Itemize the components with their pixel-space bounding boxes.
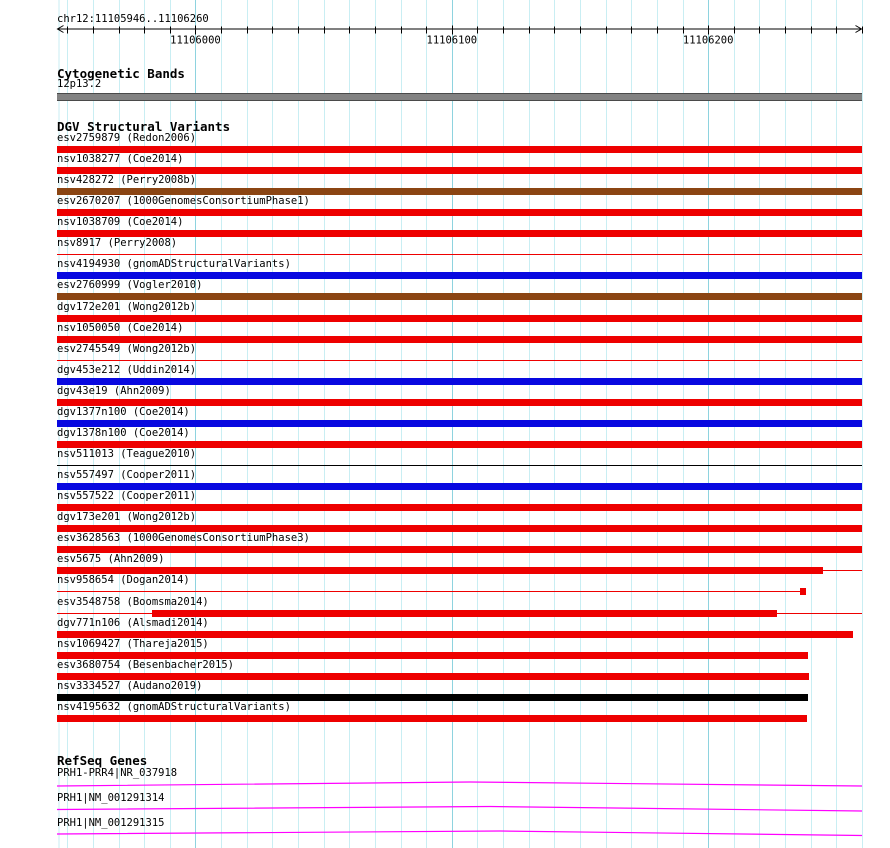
variant-bar[interactable] [57, 652, 808, 659]
ruler-tick-label: 11106100 [427, 35, 478, 47]
variant-bar[interactable] [57, 546, 862, 553]
variant-bar[interactable] [57, 441, 862, 448]
variant-bar[interactable] [57, 209, 862, 216]
track-header-cytogenetic-bands: Cytogenetic Bands [57, 66, 185, 81]
variant-bar[interactable] [57, 230, 862, 237]
variant-bar[interactable] [57, 399, 862, 406]
variant-bar[interactable] [57, 483, 862, 490]
variant-bar[interactable] [57, 253, 862, 255]
variant-bar[interactable] [57, 590, 800, 592]
gene-line[interactable] [56, 830, 863, 837]
variant-label[interactable]: nsv428272 (Perry2008b) [57, 174, 197, 186]
variant-bar[interactable] [57, 715, 807, 722]
variant-bar[interactable] [57, 188, 862, 195]
variant-bar[interactable] [57, 673, 809, 680]
gene-line[interactable] [56, 805, 863, 812]
ruler-tick-label: 11106200 [683, 35, 734, 47]
variant-bar[interactable] [57, 359, 862, 361]
ruler[interactable]: 11106000 11106100 11106200 [0, 0, 890, 60]
variant-bar[interactable] [57, 272, 862, 279]
variant-bar[interactable] [57, 146, 862, 153]
variant-label[interactable]: esv5675 (Ahn2009) [57, 553, 165, 565]
gene-label[interactable]: PRH1|NM_001291314 [57, 792, 165, 804]
variant-label[interactable]: dgv771n106 (Alsmadi2014) [57, 617, 209, 629]
variant-bar[interactable] [57, 525, 862, 532]
variant-label[interactable]: nsv8917 (Perry2008) [57, 237, 178, 249]
track-header-refseq-genes: RefSeq Genes [57, 753, 148, 768]
variant-bar[interactable] [823, 569, 862, 571]
variant-label[interactable]: dgv43e19 (Ahn2009) [57, 385, 171, 397]
variant-label[interactable]: esv3548758 (Boomsma2014) [57, 596, 209, 608]
variant-label[interactable]: esv2745549 (Wong2012b) [57, 343, 197, 355]
variant-label[interactable]: nsv511013 (Teague2010) [57, 448, 197, 460]
variant-label[interactable]: nsv557497 (Cooper2011) [57, 469, 197, 481]
variant-bar[interactable] [57, 504, 862, 511]
variant-label[interactable]: nsv1038709 (Coe2014) [57, 216, 184, 228]
variant-label[interactable]: esv2759879 (Redon2006) [57, 132, 197, 144]
variant-label[interactable]: nsv4194930 (gnomADStructuralVariants) [57, 258, 291, 270]
variant-label[interactable]: dgv453e212 (Uddin2014) [57, 364, 197, 376]
variant-bar[interactable] [57, 567, 823, 574]
variant-bar[interactable] [57, 378, 862, 385]
variant-label[interactable]: dgv1378n100 (Coe2014) [57, 427, 190, 439]
variant-bar[interactable] [57, 420, 862, 427]
variant-bar[interactable] [57, 694, 808, 701]
variant-label[interactable]: nsv557522 (Cooper2011) [57, 490, 197, 502]
variant-label[interactable]: nsv1038277 (Coe2014) [57, 153, 184, 165]
variant-label[interactable]: esv2670207 (1000GenomesConsortiumPhase1) [57, 195, 310, 207]
ruler-tick-label: 11106000 [170, 35, 221, 47]
variant-label[interactable]: dgv173e201 (Wong2012b) [57, 511, 197, 523]
variant-bar[interactable] [777, 612, 862, 614]
gene-line[interactable] [56, 781, 863, 787]
variant-label[interactable]: esv2760999 (Vogler2010) [57, 279, 203, 291]
variant-label[interactable]: esv3628563 (1000GenomesConsortiumPhase3) [57, 532, 310, 544]
variant-label[interactable]: esv3680754 (Besenbacher2015) [57, 659, 235, 671]
variant-bar[interactable] [57, 315, 862, 322]
variant-bar[interactable] [57, 464, 862, 466]
cytoband-label: 12p13.2 [57, 78, 102, 90]
gene-label[interactable]: PRH1|NM_001291315 [57, 817, 165, 829]
variant-bar[interactable] [57, 167, 862, 174]
gene-label[interactable]: PRH1-PRR4|NR_037918 [57, 767, 178, 779]
variant-label[interactable]: nsv958654 (Dogan2014) [57, 574, 190, 586]
variant-label[interactable]: nsv1050050 (Coe2014) [57, 322, 184, 334]
variant-bar[interactable] [57, 612, 152, 614]
variant-bar[interactable] [57, 631, 853, 638]
cytoband-bar[interactable] [57, 93, 862, 101]
variant-bar[interactable] [152, 610, 777, 617]
track-header-dgv-structural-variants: DGV Structural Variants [57, 119, 231, 134]
variant-label[interactable]: nsv3334527 (Audano2019) [57, 680, 203, 692]
variant-bar[interactable] [57, 336, 862, 343]
variant-bar[interactable] [800, 588, 806, 595]
region-title: chr12:11105946..11106260 [57, 13, 209, 25]
variant-label[interactable]: nsv1069427 (Thareja2015) [57, 638, 209, 650]
variant-label[interactable]: dgv172e201 (Wong2012b) [57, 301, 197, 313]
variant-label[interactable]: dgv1377n100 (Coe2014) [57, 406, 190, 418]
variant-label[interactable]: nsv4195632 (gnomADStructuralVariants) [57, 701, 291, 713]
variant-bar[interactable] [57, 293, 862, 300]
